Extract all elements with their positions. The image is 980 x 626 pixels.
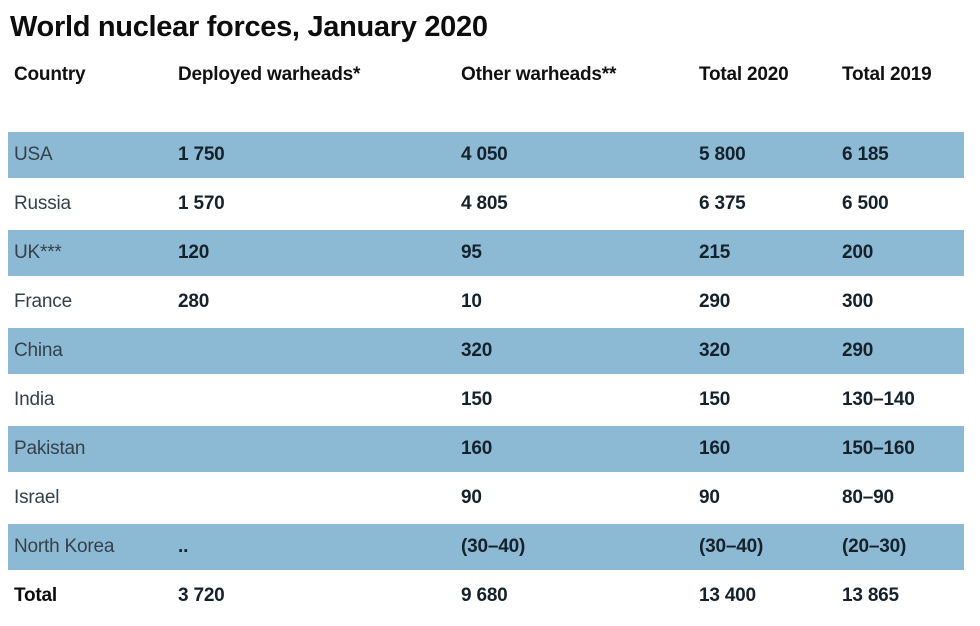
table-row-france: France 280 10 290 300 bbox=[8, 279, 964, 325]
cell-total2020: 13 400 bbox=[699, 585, 756, 606]
table-row-total: Total 3 720 9 680 13 400 13 865 bbox=[8, 573, 964, 619]
cell-country: China bbox=[14, 340, 63, 361]
cell-country: India bbox=[14, 389, 55, 410]
cell-total2019: 13 865 bbox=[842, 585, 899, 606]
column-header-deployed: Deployed warheads* bbox=[178, 64, 361, 85]
cell-other: 4 805 bbox=[461, 193, 508, 214]
cell-total2019: 290 bbox=[842, 340, 874, 361]
column-header-total-2019: Total 2019 bbox=[842, 64, 932, 85]
column-header-country: Country bbox=[14, 64, 86, 85]
table-header-row: Country Deployed warheads* Other warhead… bbox=[8, 63, 964, 87]
table-body: USA 1 750 4 050 5 800 6 185 Russia 1 570 4 805 6… bbox=[8, 132, 980, 619]
cell-country: Russia bbox=[14, 193, 71, 214]
table-row-china: China 320 320 290 bbox=[8, 328, 964, 374]
table-row-israel: Israel 90 90 80–90 bbox=[8, 475, 964, 521]
table-row-india: India 150 150 130–140 bbox=[8, 377, 964, 423]
cell-other: 160 bbox=[461, 438, 493, 459]
cell-other: 10 bbox=[461, 291, 482, 312]
cell-total2020: 6 375 bbox=[699, 193, 746, 214]
cell-other: 9 680 bbox=[461, 585, 508, 606]
cell-other: 90 bbox=[461, 487, 482, 508]
cell-deployed: 1 750 bbox=[178, 144, 225, 165]
table-row-pakistan: Pakistan 160 160 150–160 bbox=[8, 426, 964, 472]
cell-country: Total bbox=[14, 585, 57, 606]
cell-total2019: 130–140 bbox=[842, 389, 915, 410]
cell-total2020: 215 bbox=[699, 242, 731, 263]
cell-total2019: 80–90 bbox=[842, 487, 894, 508]
cell-total2019: 200 bbox=[842, 242, 874, 263]
cell-total2019: (20–30) bbox=[842, 536, 907, 557]
cell-country: Israel bbox=[14, 487, 60, 508]
cell-country: UK*** bbox=[14, 242, 62, 263]
cell-total2019: 6 185 bbox=[842, 144, 889, 165]
cell-country: USA bbox=[14, 144, 53, 165]
column-header-total-2020: Total 2020 bbox=[699, 64, 789, 85]
page-title: World nuclear forces, January 2020 bbox=[10, 11, 488, 43]
table-row-russia: Russia 1 570 4 805 6 375 6 500 bbox=[8, 181, 964, 227]
cell-deployed: 280 bbox=[178, 291, 210, 312]
table-row-north-korea: North Korea.. (30–40) (30–40) (20–30) bbox=[8, 524, 964, 570]
cell-other: (30–40) bbox=[461, 536, 526, 557]
table-row-usa: USA 1 750 4 050 5 800 6 185 bbox=[8, 132, 964, 178]
cell-total2019: 300 bbox=[842, 291, 874, 312]
cell-total2020: 160 bbox=[699, 438, 731, 459]
cell-deployed: 120 bbox=[178, 242, 210, 263]
cell-other: 4 050 bbox=[461, 144, 508, 165]
cell-country: North Korea bbox=[14, 536, 115, 557]
cell-deployed: .. bbox=[178, 536, 189, 557]
cell-country: Pakistan bbox=[14, 438, 86, 459]
cell-total2019: 6 500 bbox=[842, 193, 889, 214]
cell-country: France bbox=[14, 291, 72, 312]
cell-other: 95 bbox=[461, 242, 482, 263]
column-header-other: Other warheads** bbox=[461, 64, 617, 85]
cell-other: 320 bbox=[461, 340, 493, 361]
cell-total2020: 290 bbox=[699, 291, 731, 312]
cell-total2020: 5 800 bbox=[699, 144, 746, 165]
cell-total2019: 150–160 bbox=[842, 438, 915, 459]
cell-other: 150 bbox=[461, 389, 493, 410]
cell-total2020: 320 bbox=[699, 340, 731, 361]
cell-deployed: 3 720 bbox=[178, 585, 225, 606]
cell-total2020: (30–40) bbox=[699, 536, 764, 557]
cell-deployed: 1 570 bbox=[178, 193, 225, 214]
cell-total2020: 150 bbox=[699, 389, 731, 410]
table-row-uk: UK*** 120 95 215 200 bbox=[8, 230, 964, 276]
cell-total2020: 90 bbox=[699, 487, 720, 508]
